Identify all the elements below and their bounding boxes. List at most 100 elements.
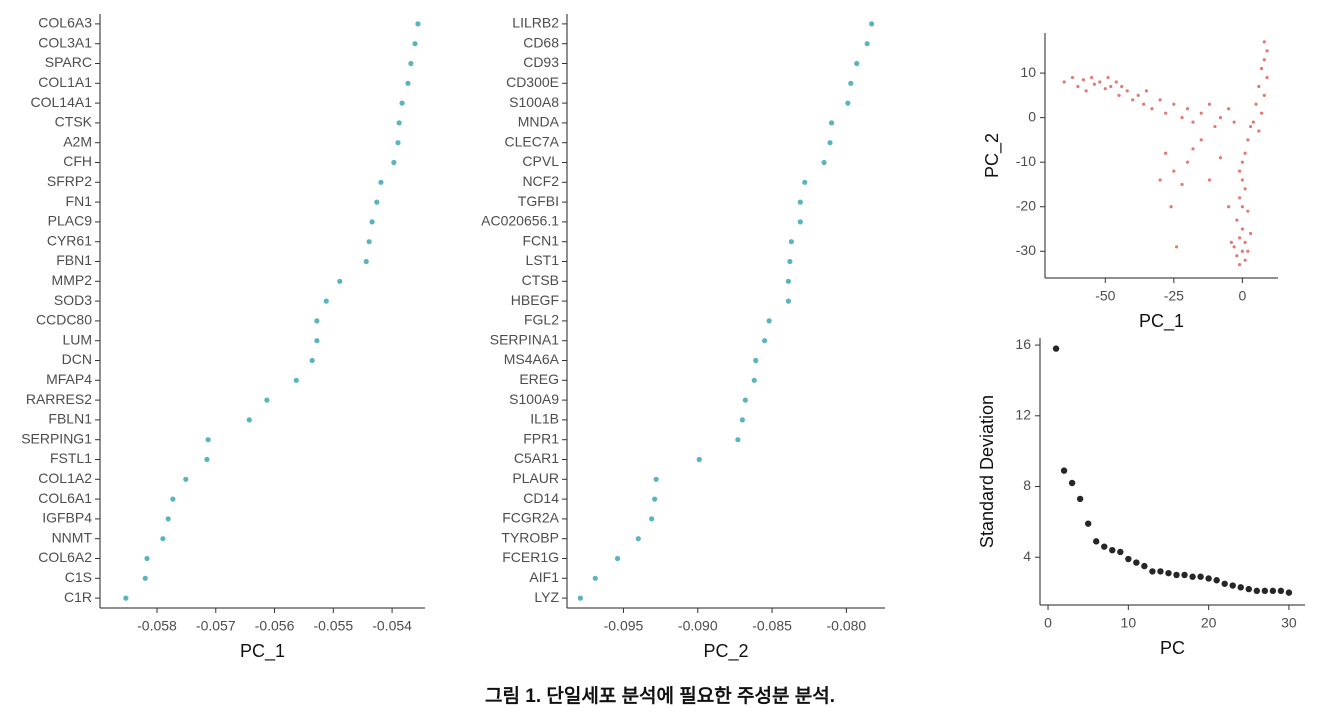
y-tick-label: COL3A1: [38, 34, 92, 50]
point: [1213, 577, 1220, 584]
y-tick-label: SPARC: [45, 54, 92, 70]
dot: [753, 357, 759, 364]
point: [1098, 80, 1102, 84]
point: [1165, 569, 1172, 577]
dot: [787, 258, 793, 265]
x-axis-title: PC: [1160, 638, 1185, 658]
dot: [396, 120, 402, 126]
point: [1240, 227, 1244, 231]
dot: [204, 456, 210, 463]
point: [1262, 40, 1266, 44]
point: [1253, 587, 1261, 595]
y-tick-label: COL6A2: [38, 549, 92, 565]
point: [1133, 559, 1140, 566]
point: [1180, 182, 1184, 187]
point: [1158, 98, 1162, 102]
point: [1157, 568, 1164, 575]
point: [1243, 240, 1247, 244]
point: [1229, 582, 1236, 589]
point: [1207, 102, 1212, 106]
x-tick-label: 20: [1201, 615, 1217, 631]
y-tick-label: FCER1G: [502, 549, 559, 565]
y-tick-label: SERPING1: [21, 430, 92, 446]
x-tick-label: 10: [1121, 615, 1137, 631]
point: [1218, 156, 1223, 160]
y-tick-label: LYZ: [534, 589, 559, 605]
dot: [845, 100, 851, 106]
dot: [635, 536, 641, 542]
y-tick-label: SERPINA1: [490, 331, 559, 347]
point: [1174, 245, 1179, 249]
dot: [412, 41, 418, 47]
point: [1141, 562, 1148, 570]
y-tick-label: CCDC80: [36, 312, 92, 328]
dot: [399, 100, 405, 106]
dot: [785, 298, 792, 304]
dot: [788, 239, 794, 245]
y-tick-label: FSTL1: [50, 450, 92, 466]
point: [1269, 587, 1277, 595]
point: [1213, 124, 1217, 129]
point: [1227, 107, 1231, 111]
dot: [739, 417, 745, 423]
point: [1257, 129, 1261, 133]
point: [1237, 584, 1244, 591]
dot: [653, 476, 659, 482]
dot: [205, 437, 211, 443]
dot: [785, 278, 792, 284]
y-tick-label: S100A9: [509, 391, 559, 407]
dot: [827, 140, 833, 146]
x-tick-label: -0.056: [255, 618, 295, 634]
point: [1070, 75, 1075, 80]
point: [1248, 124, 1253, 129]
y-tick-label: FCN1: [522, 232, 559, 248]
y-tick-label: CD14: [523, 490, 559, 506]
dot: [378, 179, 384, 185]
point: [1227, 205, 1231, 209]
dot: [869, 21, 875, 27]
dot: [828, 120, 835, 126]
point: [1076, 84, 1080, 89]
point: [1169, 205, 1173, 209]
point: [1243, 187, 1247, 191]
dot: [170, 496, 176, 502]
y-tick-label: -20: [1016, 197, 1036, 213]
point: [1232, 120, 1236, 124]
y-tick-label: NNMT: [52, 529, 93, 545]
point: [1246, 249, 1250, 253]
point: [1131, 98, 1135, 102]
y-tick-label: SFRP2: [47, 173, 92, 189]
point: [1262, 93, 1266, 97]
point: [1114, 80, 1118, 84]
point: [1238, 236, 1242, 240]
x-tick-label: -0.095: [604, 618, 644, 634]
x-axis-title: PC_2: [703, 641, 748, 662]
point: [1243, 151, 1247, 155]
point: [1150, 107, 1154, 111]
point: [1221, 580, 1228, 587]
y-tick-label: EREG: [519, 371, 559, 387]
point: [1238, 263, 1242, 267]
point: [1173, 571, 1180, 579]
dot: [405, 80, 411, 86]
point: [1185, 160, 1190, 164]
y-tick-label: MS4A6A: [504, 351, 560, 367]
y-tick-label: COL1A1: [38, 74, 92, 90]
point: [1197, 573, 1204, 580]
dot: [160, 536, 166, 542]
point: [1081, 78, 1085, 82]
point: [1277, 587, 1285, 595]
point: [1240, 160, 1244, 164]
y-tick-label: CTSK: [55, 114, 93, 130]
dot: [415, 21, 421, 27]
y-tick-label: CFH: [63, 153, 92, 169]
dot: [165, 516, 171, 522]
y-tick-label: TYROBP: [501, 529, 559, 545]
point: [1060, 467, 1068, 474]
y-tick-label: CD300E: [506, 74, 559, 90]
dot: [821, 159, 827, 166]
point: [1229, 240, 1233, 244]
y-tick-label: PLAC9: [48, 213, 93, 229]
dot: [652, 496, 658, 502]
point: [1125, 555, 1132, 563]
